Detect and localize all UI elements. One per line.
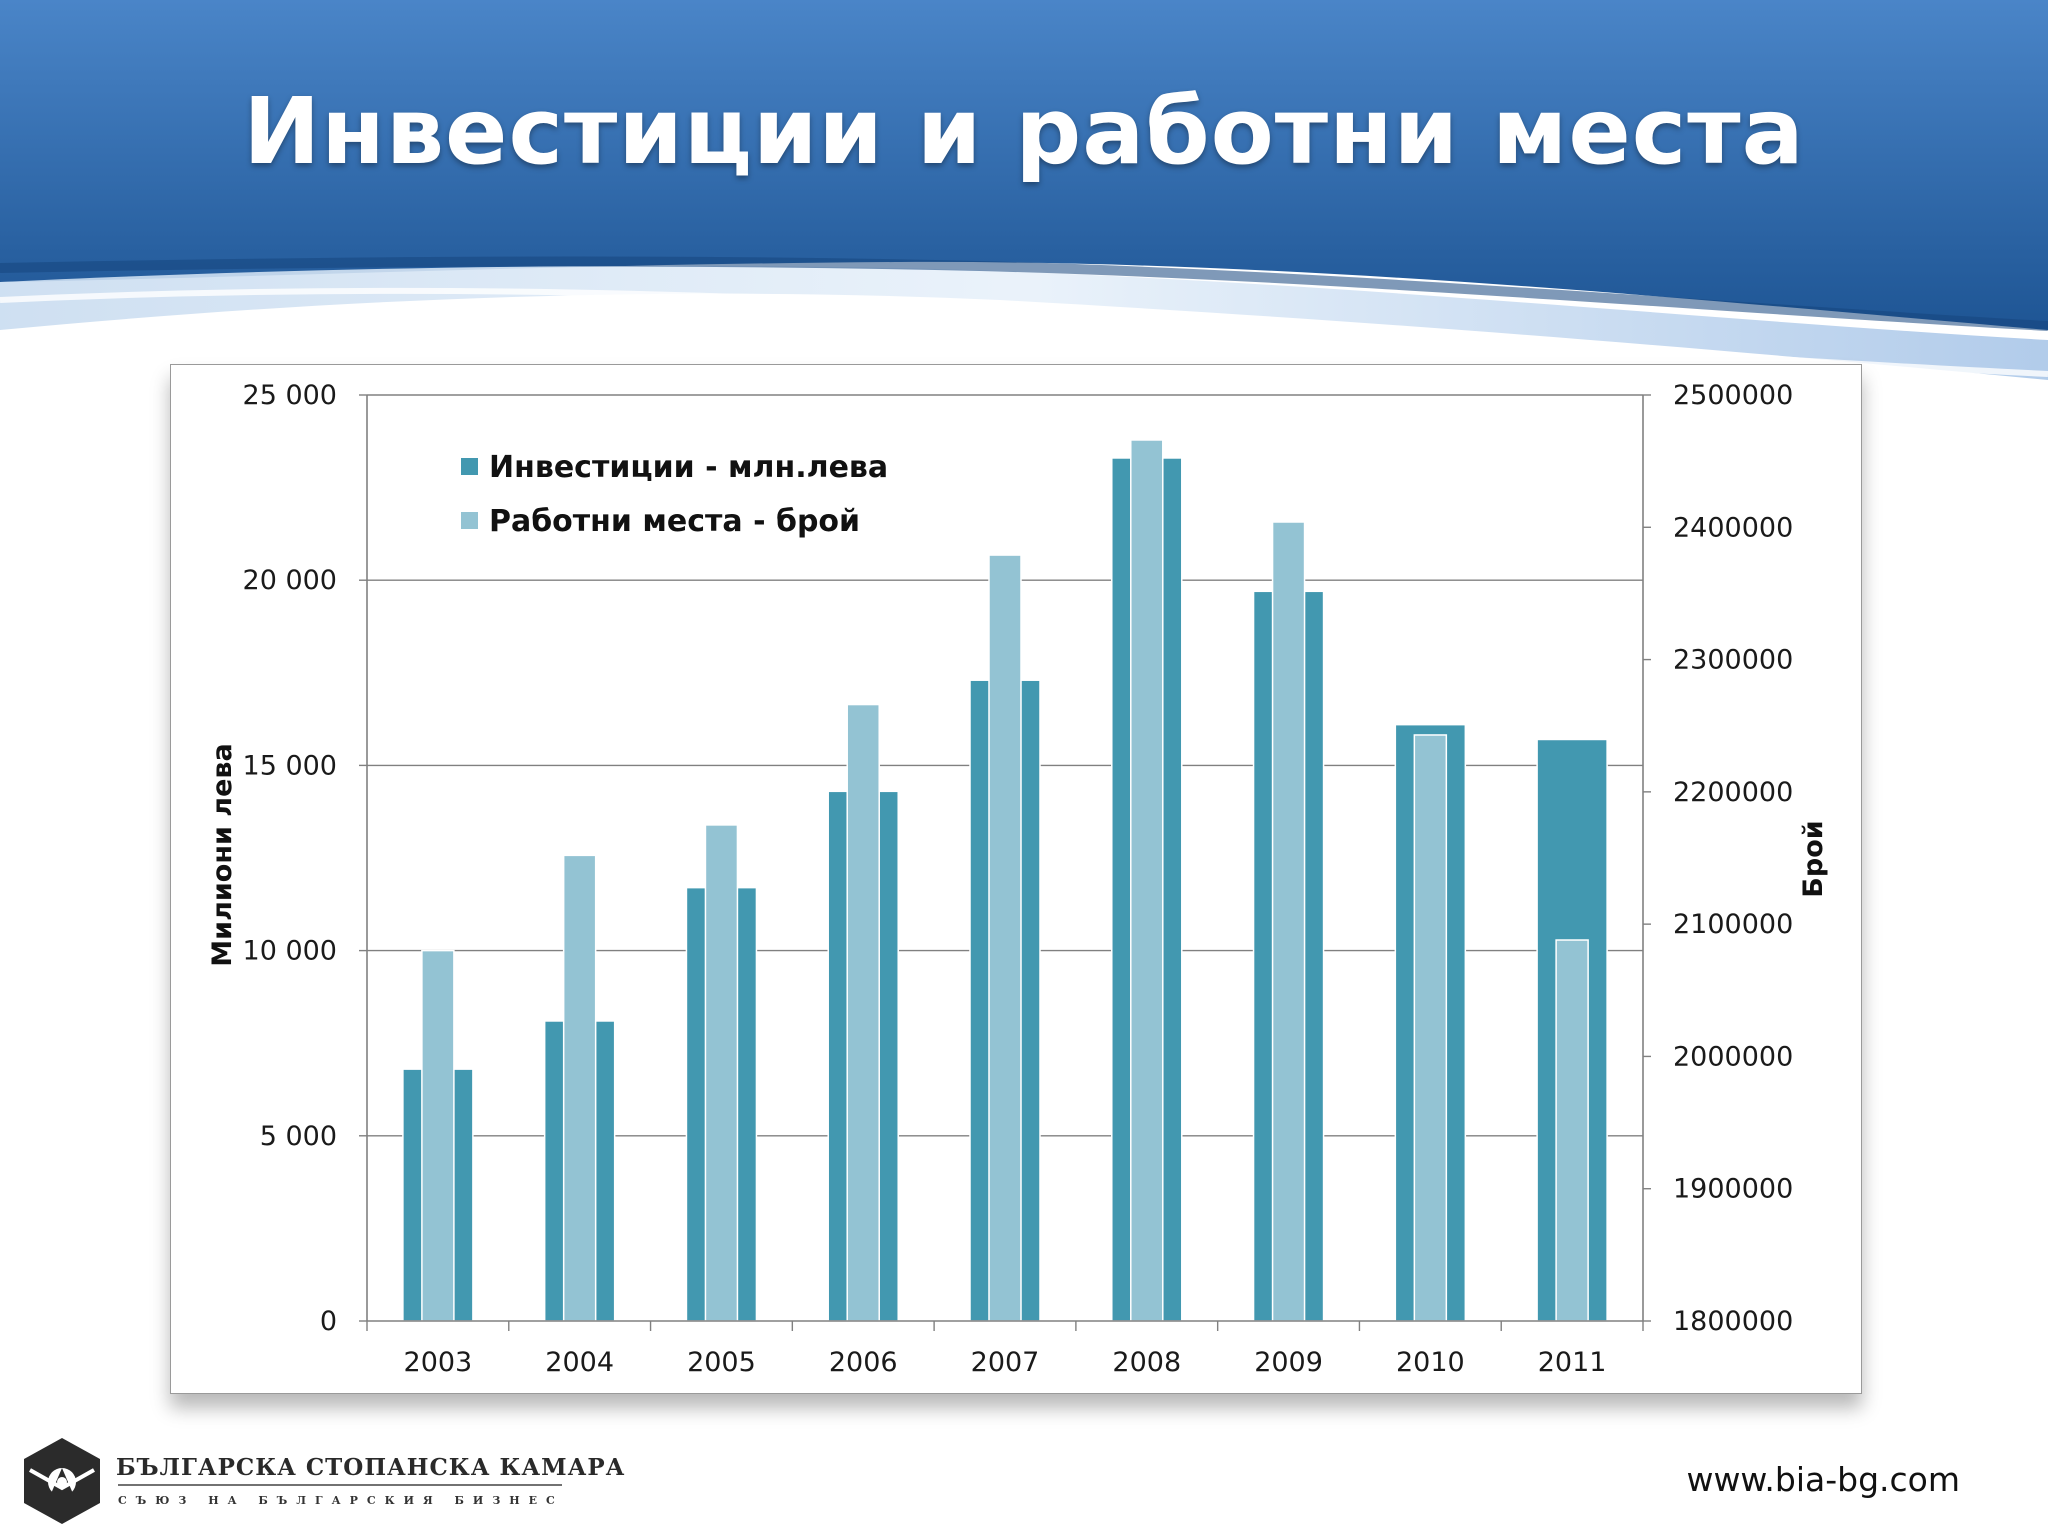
right-tick-label: 2500000 xyxy=(1673,380,1793,411)
x-tick-label: 2004 xyxy=(545,1347,614,1378)
right-tick-label: 2200000 xyxy=(1673,777,1793,808)
left-tick-label: 20 000 xyxy=(243,565,337,596)
right-tick-label: 2400000 xyxy=(1673,512,1793,543)
right-tick-label: 2300000 xyxy=(1673,645,1793,676)
right-tick-label: 2100000 xyxy=(1673,909,1793,940)
legend-swatch-investments xyxy=(461,458,478,475)
x-tick-label: 2003 xyxy=(404,1347,473,1378)
x-tick-label: 2008 xyxy=(1112,1347,1181,1378)
bar-jobs-2006 xyxy=(846,703,880,1322)
right-tick-label: 1800000 xyxy=(1673,1306,1793,1337)
organization-logo xyxy=(24,1438,562,1524)
slide-title: Инвестиции и работни места xyxy=(243,78,1805,185)
bar-jobs-2005 xyxy=(704,824,739,1322)
bar-jobs-2011 xyxy=(1555,939,1589,1322)
left-tick-label: 15 000 xyxy=(243,750,337,781)
left-tick-label: 10 000 xyxy=(243,936,337,967)
bar-jobs-2010 xyxy=(1413,734,1448,1322)
y-axis-left-title: Милиони лева xyxy=(207,743,238,966)
bar-jobs-2008 xyxy=(1130,439,1164,1322)
website-link[interactable]: www.bia-bg.com xyxy=(1686,1460,1960,1499)
x-tick-label: 2010 xyxy=(1396,1347,1465,1378)
x-tick-label: 2005 xyxy=(687,1347,756,1378)
left-tick-label: 25 000 xyxy=(243,380,337,411)
bar-jobs-2007 xyxy=(988,554,1022,1322)
bar-jobs-2004 xyxy=(562,854,597,1322)
bars xyxy=(402,439,1608,1322)
right-tick-label: 1900000 xyxy=(1673,1174,1793,1205)
y-axis-right-title: Брой xyxy=(1798,820,1829,897)
x-tick-label: 2006 xyxy=(829,1347,898,1378)
left-tick-label: 5 000 xyxy=(260,1121,337,1152)
right-tick-label: 2000000 xyxy=(1673,1041,1793,1072)
organization-name: БЪЛГАРСКА СТОПАНСКА КАМАРА xyxy=(116,1454,626,1481)
legend-label-investments: Инвестиции - млн.лева xyxy=(489,450,888,485)
x-tick-label: 2007 xyxy=(971,1347,1040,1378)
x-tick-label: 2011 xyxy=(1538,1347,1607,1378)
header-banner xyxy=(0,0,2048,380)
x-tick-label: 2009 xyxy=(1254,1347,1323,1378)
legend-swatch-jobs xyxy=(461,512,478,529)
bar-jobs-2009 xyxy=(1271,521,1306,1322)
axes: 0 5 000 10 000 15 000 20 000 25 000 1800000 190… xyxy=(243,380,1794,1378)
legend: Инвестиции - млн.лева Работни места - бр… xyxy=(461,450,888,539)
chart-panel: 0 5 000 10 000 15 000 20 000 25 000 1800000 190… xyxy=(170,364,1862,1394)
bar-jobs-2003 xyxy=(421,949,455,1322)
legend-label-jobs: Работни места - брой xyxy=(489,504,860,539)
bar-chart: 0 5 000 10 000 15 000 20 000 25 000 1800000 190… xyxy=(207,380,1829,1378)
left-tick-label: 0 xyxy=(320,1306,337,1337)
organization-subtitle: СЪЮЗ НА БЪЛГАРСКИЯ БИЗНЕС xyxy=(118,1494,564,1507)
